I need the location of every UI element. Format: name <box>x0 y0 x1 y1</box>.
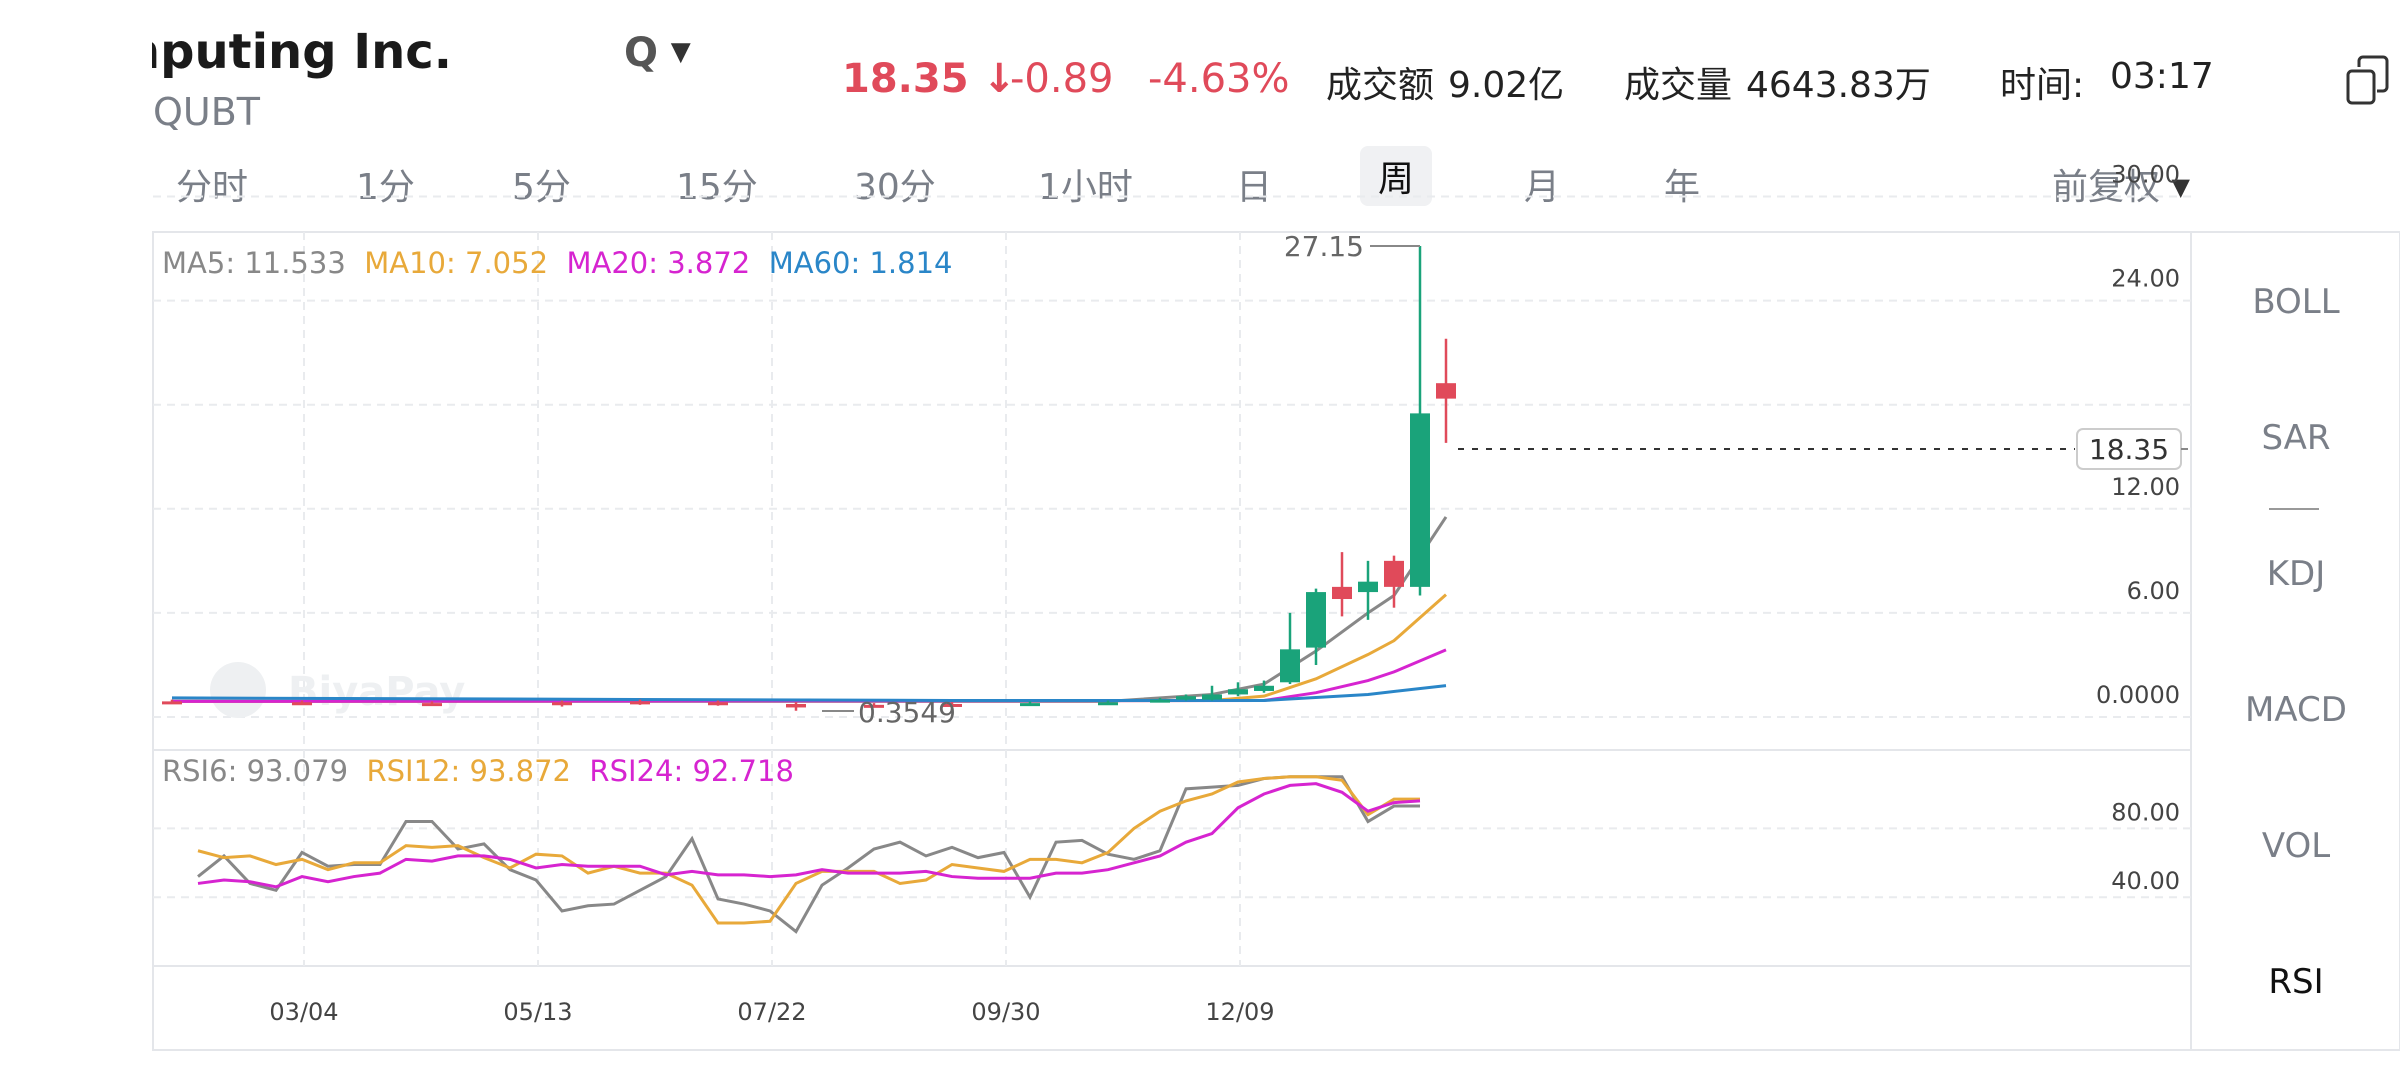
rsi-y-tick-0: 80.00 <box>2111 798 2180 826</box>
adjust-dropdown[interactable]: 前复权 ▼ <box>2052 158 2190 210</box>
tab-8[interactable]: 月 <box>1524 167 1561 208</box>
rsi-line-rsi12 <box>197 775 1420 925</box>
side-indicator-sar[interactable]: SAR <box>2261 418 2331 458</box>
candle-body-0 <box>162 701 182 705</box>
rsi-line-rsi24 <box>197 782 1421 889</box>
legend-rsi6: RSI6: 93.079 <box>162 754 349 788</box>
symbol-switch-glyph: Q <box>624 30 659 76</box>
caret-down-icon: ▼ <box>2171 173 2190 201</box>
candle-body-17 <box>1306 592 1326 648</box>
candle-body-5 <box>708 702 728 706</box>
candle-body-11 <box>1150 699 1170 703</box>
y-tick-4: 0.0000 <box>2096 681 2180 709</box>
y-tick-1: 24.00 <box>2111 265 2180 293</box>
rsi-y-tick-1: 40.00 <box>2111 867 2180 895</box>
candle-body-15 <box>1254 685 1274 691</box>
candle-body-2 <box>422 703 442 707</box>
candle-body-10 <box>1098 702 1118 706</box>
candle-body-20 <box>1384 560 1404 587</box>
volume-value: 4643.83万 <box>1746 65 1931 106</box>
candle-body-3 <box>552 702 572 706</box>
last-price: 18.35 ↓ <box>842 56 1016 102</box>
tab-6[interactable]: 日 <box>1236 167 1273 208</box>
y-tick-3: 6.00 <box>2127 577 2180 605</box>
candle-body-12 <box>1176 696 1196 700</box>
tab-1[interactable]: 1分 <box>356 167 415 208</box>
price-change-pct: -4.63% <box>1148 56 1290 102</box>
tab-0[interactable]: 分时 <box>176 167 249 208</box>
grid-lines <box>153 195 2191 966</box>
side-indicator-kdj[interactable]: KDJ <box>2266 554 2326 594</box>
rsi-lines <box>197 775 1421 934</box>
side-indicator-boll[interactable]: BOLL <box>2252 282 2340 322</box>
symbol-switch[interactable]: Q ▼ <box>624 30 691 76</box>
y-tick-2: 12.00 <box>2111 473 2180 501</box>
candle-body-19 <box>1358 581 1378 593</box>
x-tick-1: 05/13 <box>503 998 572 1026</box>
time-label: 时间: <box>2000 65 2085 106</box>
candle-body-1 <box>292 702 312 706</box>
adjust-label: 前复权 <box>2052 167 2161 208</box>
side-indicator-vol[interactable]: VOL <box>2261 826 2331 866</box>
low-label: 0.3549 <box>858 696 956 729</box>
turnover-label: 成交额 <box>1326 65 1435 106</box>
tab-2[interactable]: 5分 <box>512 167 571 208</box>
price-marks: 27.15 0.3549 18.35 <box>822 230 2188 729</box>
caret-down-icon: ▼ <box>670 37 691 67</box>
legend-rsi24: RSI24: 92.718 <box>589 754 794 788</box>
copy-icon[interactable] <box>2345 55 2391 105</box>
side-indicator-rsi[interactable]: RSI <box>2268 962 2324 1002</box>
ma-legend: MA5: 11.533 MA10: 7.052 MA20: 3.872 MA60… <box>162 246 953 280</box>
time-value: 03:17 <box>2110 56 2214 97</box>
candle-body-8 <box>942 703 962 707</box>
candle-body-21 <box>1410 413 1430 587</box>
price-change: -0.89 <box>1010 56 1114 102</box>
ma-line-ma60 <box>171 684 1447 703</box>
x-tick-2: 07/22 <box>737 998 806 1026</box>
side-separator <box>2269 508 2319 510</box>
legend-ma10: MA10: 7.052 <box>364 246 549 280</box>
axis-labels: 30.00 24.00 12.00 6.00 0.0000 80.00 40.00 03/04… <box>269 161 2180 1027</box>
y-tick-0: 30.00 <box>2111 161 2180 189</box>
legend-rsi12: RSI12: 93.872 <box>366 754 571 788</box>
tab-4[interactable]: 30分 <box>854 167 936 208</box>
side-indicator-macd[interactable]: MACD <box>2245 690 2347 730</box>
legend-ma20: MA20: 3.872 <box>566 246 751 280</box>
stock-name: omputing Inc. <box>152 24 452 80</box>
x-tick-4: 12/09 <box>1205 998 1274 1026</box>
candle-body-6 <box>786 703 806 708</box>
candle-body-7 <box>864 704 884 708</box>
candle-body-16 <box>1280 649 1300 683</box>
legend-ma60: MA60: 1.814 <box>768 246 953 280</box>
rsi-legend: RSI6: 93.079 RSI12: 93.872 RSI24: 92.718 <box>162 754 794 788</box>
watermark-text: BiyaPay <box>288 669 465 715</box>
candle-body-4 <box>630 701 650 705</box>
last-price-label: 18.35 <box>2089 433 2169 466</box>
legend-ma5: MA5: 11.533 <box>162 246 346 280</box>
chart-frame <box>152 231 2400 1051</box>
turnover-value: 9.02亿 <box>1448 65 1565 106</box>
watermark: BiyaPay <box>210 662 465 718</box>
x-tick-3: 09/30 <box>971 998 1040 1026</box>
volume-label: 成交量 <box>1624 65 1733 106</box>
watermark-logo <box>210 662 266 718</box>
rsi-line-rsi6 <box>197 775 1420 934</box>
stock-symbol: QUBT <box>153 90 261 134</box>
high-label: 27.15 <box>1284 230 1364 263</box>
tab-5[interactable]: 1小时 <box>1038 167 1133 208</box>
x-tick-0: 03/04 <box>269 998 338 1026</box>
candle-body-13 <box>1202 694 1222 700</box>
candle-body-9 <box>1020 703 1040 707</box>
tab-9[interactable]: 年 <box>1664 167 1701 208</box>
candles <box>162 245 1456 711</box>
candle-body-14 <box>1228 689 1248 695</box>
candle-body-22 <box>1436 383 1456 399</box>
candle-body-18 <box>1332 586 1352 600</box>
tab-3[interactable]: 15分 <box>676 167 758 208</box>
